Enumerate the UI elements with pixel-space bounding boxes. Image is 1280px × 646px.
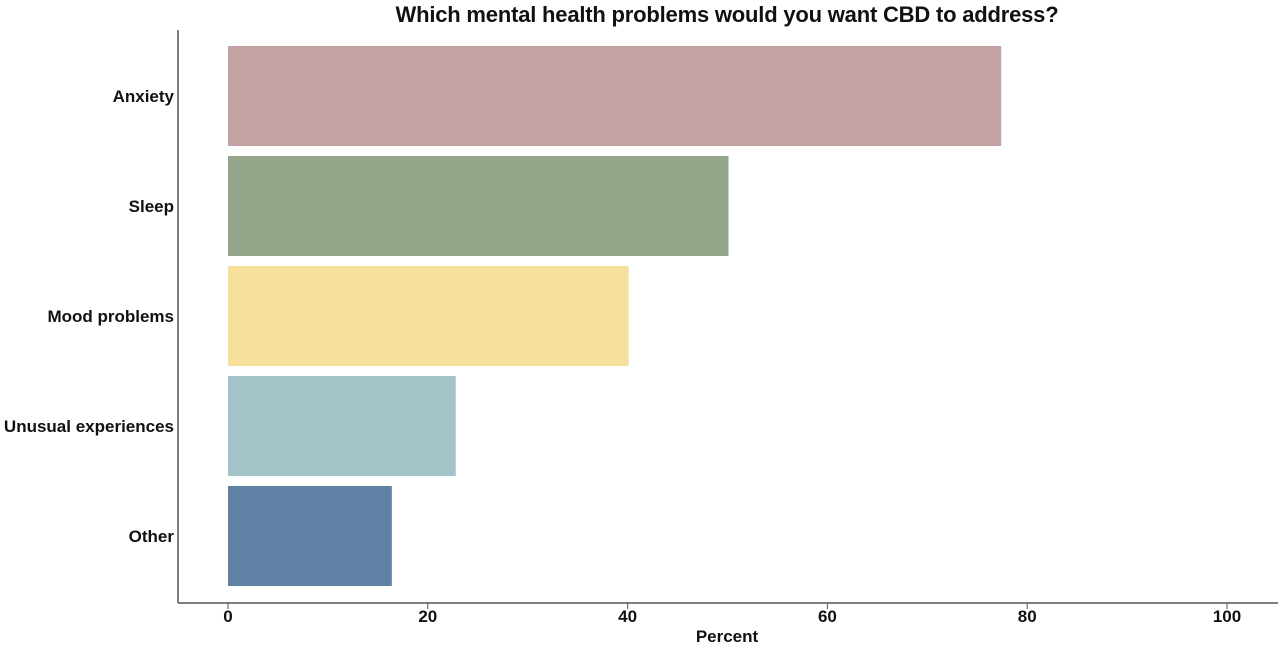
category-label: Mood problems (47, 307, 174, 326)
x-tick-label: 40 (618, 607, 637, 626)
x-tick-label: 100 (1213, 607, 1241, 626)
x-axis-label: Percent (696, 627, 759, 646)
bars-layer (228, 46, 1002, 586)
category-label: Unusual experiences (4, 417, 174, 436)
x-tick-label: 20 (418, 607, 437, 626)
category-label: Anxiety (113, 87, 175, 106)
bar-other (228, 486, 392, 586)
category-labels: Anxiety Sleep Mood problems Unusual experie… (4, 87, 175, 546)
bar-mood-problems (228, 266, 629, 366)
chart-title: Which mental health problems would you w… (395, 2, 1059, 27)
bar-sleep (228, 156, 729, 256)
x-tick-label: 60 (818, 607, 837, 626)
category-label: Other (129, 527, 175, 546)
x-tick-label: 80 (1018, 607, 1037, 626)
x-ticks: 0 20 40 60 80 100 (223, 603, 1241, 626)
bar-unusual-experiences (228, 376, 456, 476)
x-tick-label: 0 (223, 607, 232, 626)
category-label: Sleep (129, 197, 174, 216)
bar-anxiety (228, 46, 1002, 146)
